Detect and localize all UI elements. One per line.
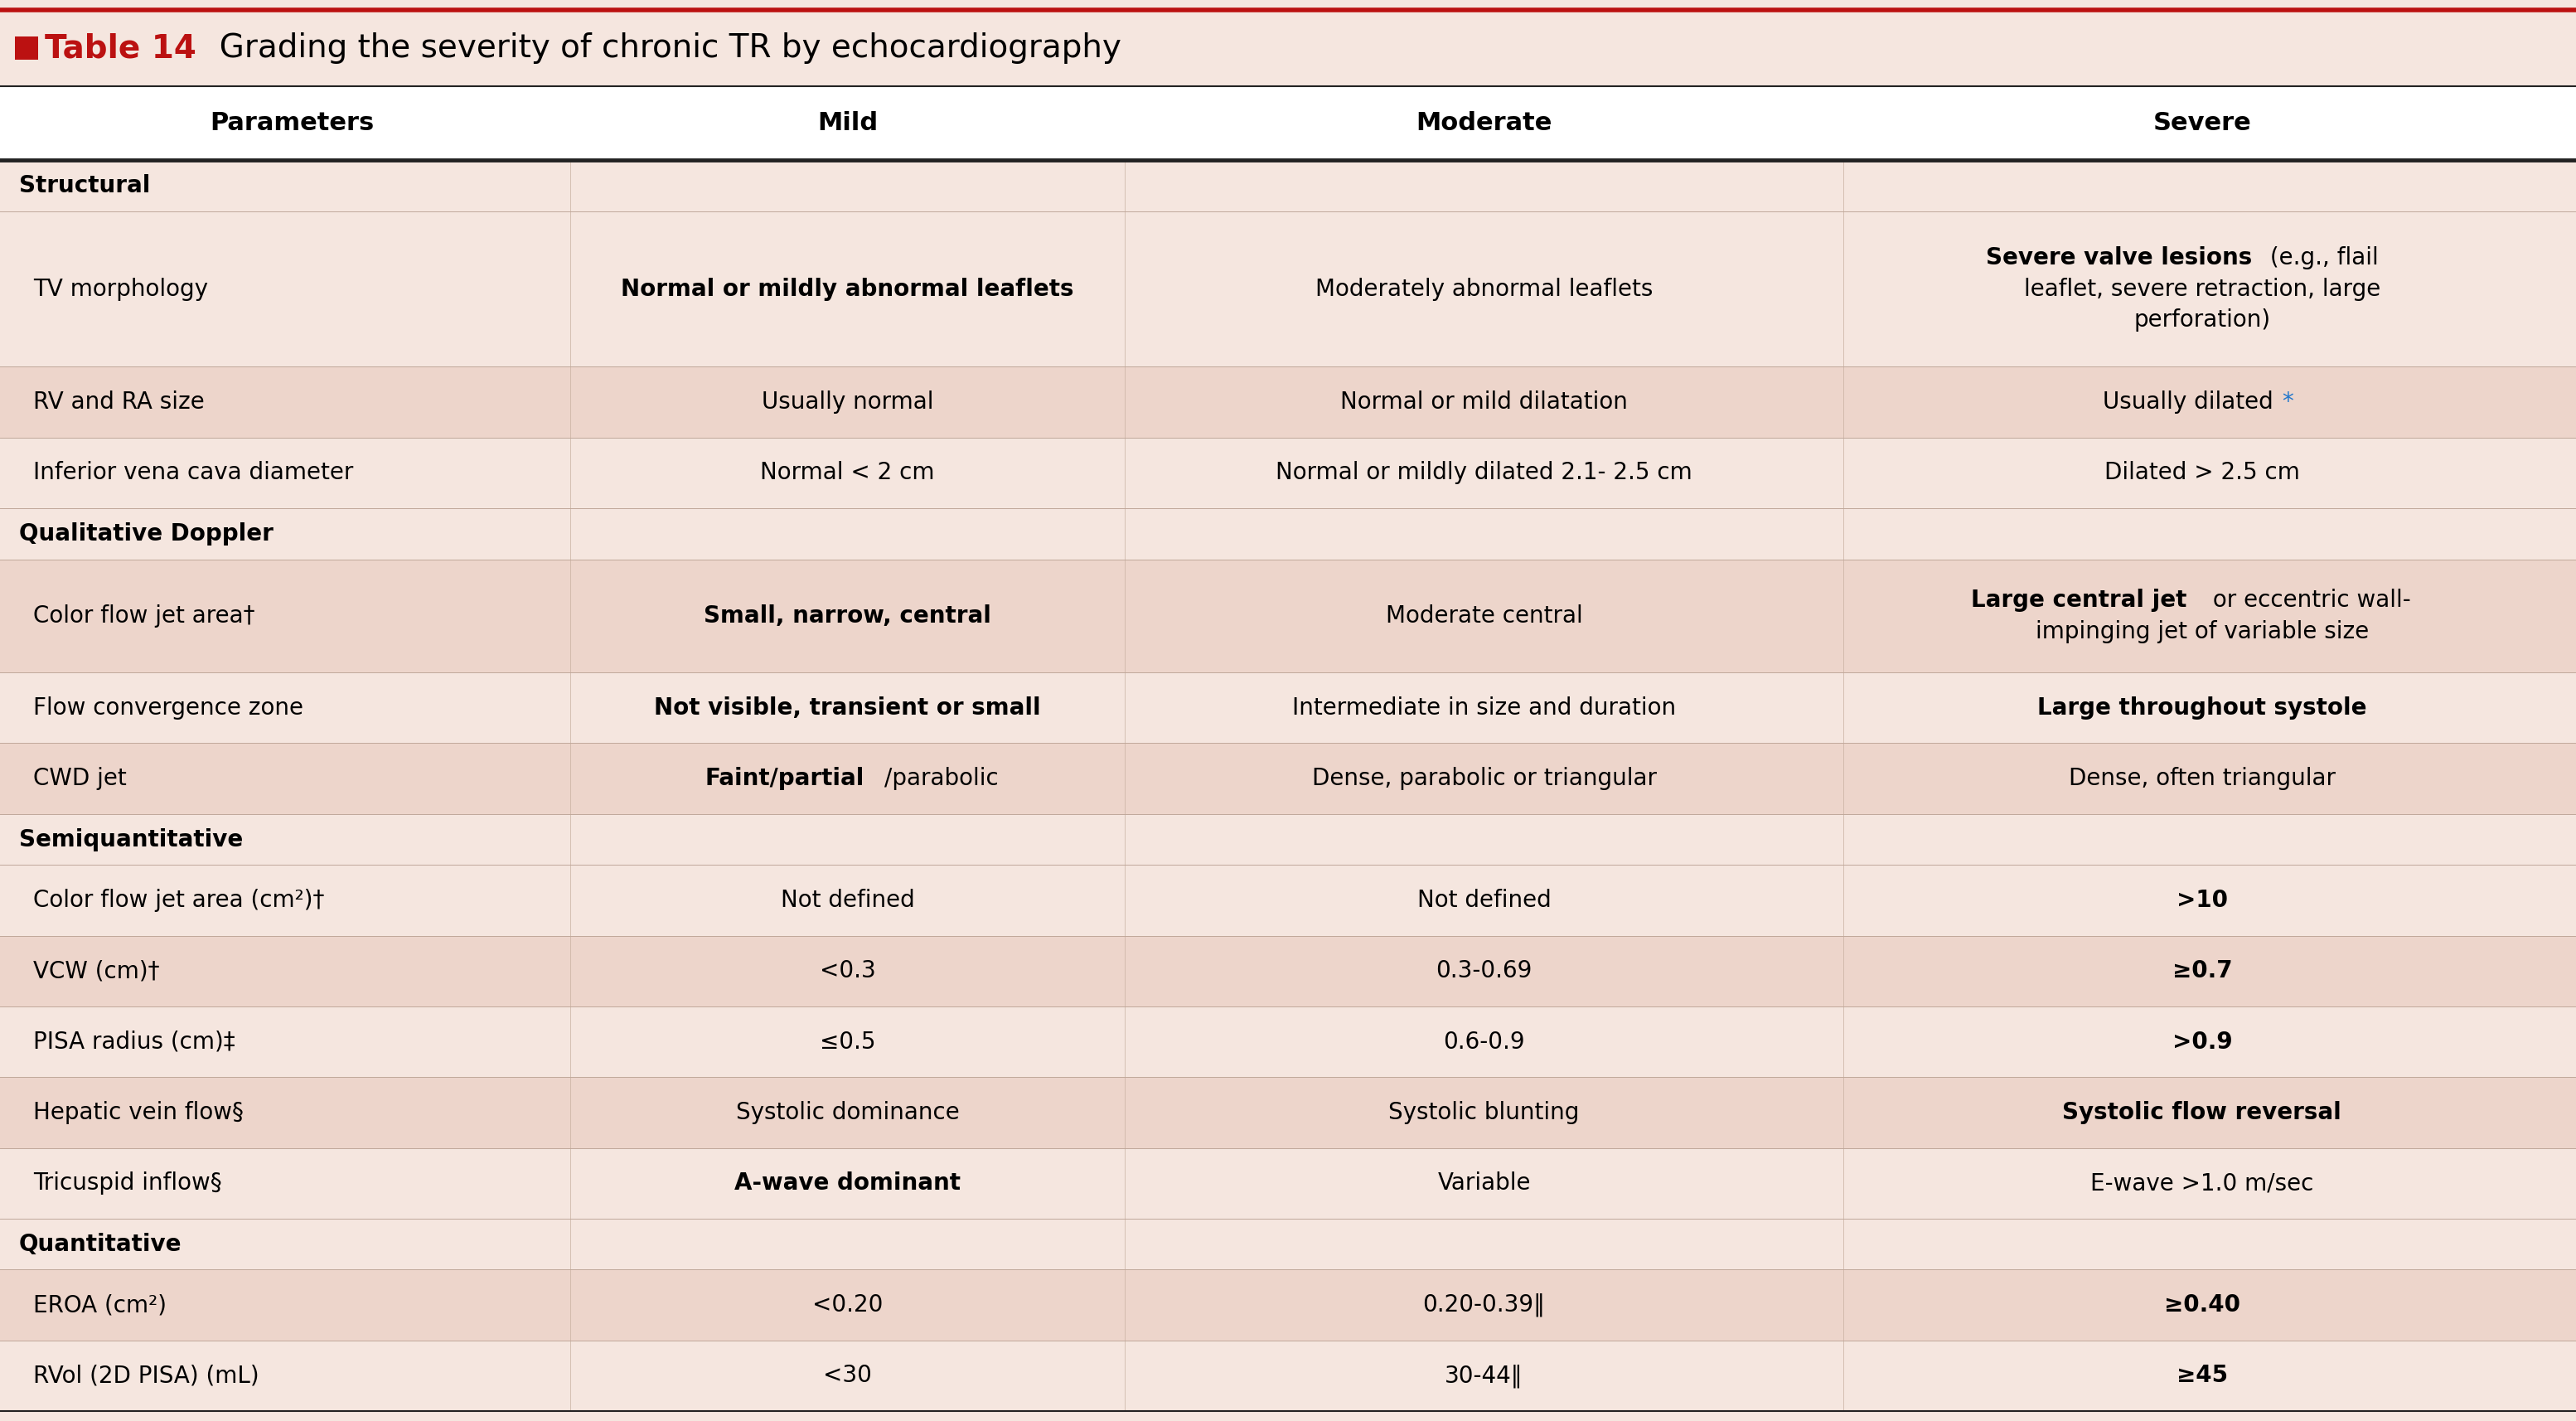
Text: *: * — [2282, 391, 2293, 414]
Text: 0.20-0.39‖: 0.20-0.39‖ — [1422, 1293, 1546, 1317]
Text: Dense, parabolic or triangular: Dense, parabolic or triangular — [1311, 767, 1656, 790]
Text: Grading the severity of chronic TR by echocardiography: Grading the severity of chronic TR by ec… — [198, 33, 1121, 64]
Text: Moderate: Moderate — [1417, 111, 1553, 135]
Bar — [0, 10, 2576, 87]
Text: /parabolic: /parabolic — [884, 767, 999, 790]
Text: TV morphology: TV morphology — [33, 277, 209, 301]
Text: leaflet, severe retraction, large: leaflet, severe retraction, large — [2025, 277, 2380, 301]
Text: Normal or mild dilatation: Normal or mild dilatation — [1340, 391, 1628, 414]
Text: RVol (2D PISA) (mL): RVol (2D PISA) (mL) — [33, 1364, 260, 1387]
Bar — [0, 212, 2576, 367]
Text: Color flow jet area†: Color flow jet area† — [33, 604, 255, 628]
Text: E-wave >1.0 m/sec: E-wave >1.0 m/sec — [2092, 1171, 2313, 1195]
Text: Quantitative: Quantitative — [18, 1232, 183, 1256]
Text: Moderate central: Moderate central — [1386, 604, 1582, 628]
Text: Severe: Severe — [2154, 111, 2251, 135]
Text: <0.3: <0.3 — [819, 959, 876, 983]
Text: ≥0.7: ≥0.7 — [2172, 959, 2233, 983]
Text: Usually dilated: Usually dilated — [2102, 391, 2272, 414]
Text: Systolic blunting: Systolic blunting — [1388, 1101, 1579, 1124]
Bar — [0, 935, 2576, 1006]
Bar — [0, 87, 2576, 161]
Bar — [0, 1148, 2576, 1219]
Text: (e.g., flail: (e.g., flail — [2262, 246, 2378, 270]
Text: Dense, often triangular: Dense, often triangular — [2069, 767, 2336, 790]
Text: Intermediate in size and duration: Intermediate in size and duration — [1293, 696, 1677, 719]
Text: Not visible, transient or small: Not visible, transient or small — [654, 696, 1041, 719]
Text: Moderately abnormal leaflets: Moderately abnormal leaflets — [1316, 277, 1654, 301]
Text: Structural: Structural — [18, 175, 149, 198]
Bar — [0, 560, 2576, 672]
Text: Inferior vena cava diameter: Inferior vena cava diameter — [33, 462, 353, 485]
Bar — [0, 1077, 2576, 1148]
Text: ≤0.5: ≤0.5 — [819, 1030, 876, 1053]
Bar — [0, 161, 2576, 212]
Text: Small, narrow, central: Small, narrow, central — [703, 604, 992, 628]
Bar — [0, 438, 2576, 509]
Bar — [0, 1219, 2576, 1269]
Text: ≥45: ≥45 — [2177, 1364, 2228, 1387]
Text: Not defined: Not defined — [781, 888, 914, 912]
Bar — [0, 509, 2576, 560]
Text: Hepatic vein flow§: Hepatic vein flow§ — [33, 1101, 245, 1124]
Bar — [0, 672, 2576, 743]
Text: Dilated > 2.5 cm: Dilated > 2.5 cm — [2105, 462, 2300, 485]
Text: 0.6-0.9: 0.6-0.9 — [1443, 1030, 1525, 1053]
Text: Large central jet: Large central jet — [1971, 588, 2187, 612]
Text: Systolic flow reversal: Systolic flow reversal — [2063, 1101, 2342, 1124]
Bar — [0, 865, 2576, 935]
Text: <0.20: <0.20 — [811, 1293, 884, 1317]
Text: 0.3-0.69: 0.3-0.69 — [1435, 959, 1533, 983]
Text: impinging jet of variable size: impinging jet of variable size — [2035, 620, 2370, 644]
Bar — [0, 1269, 2576, 1340]
Text: A-wave dominant: A-wave dominant — [734, 1171, 961, 1195]
Text: PISA radius (cm)‡: PISA radius (cm)‡ — [33, 1030, 234, 1053]
Text: CWD jet: CWD jet — [33, 767, 126, 790]
Text: Systolic dominance: Systolic dominance — [737, 1101, 958, 1124]
Text: Mild: Mild — [817, 111, 878, 135]
Text: Semiquantitative: Semiquantitative — [18, 828, 242, 851]
Bar — [0, 1006, 2576, 1077]
Text: Normal < 2 cm: Normal < 2 cm — [760, 462, 935, 485]
Text: ≥0.40: ≥0.40 — [2164, 1293, 2241, 1317]
Text: 30-44‖: 30-44‖ — [1445, 1364, 1522, 1387]
Text: perforation): perforation) — [2133, 308, 2269, 331]
Text: <30: <30 — [824, 1364, 871, 1387]
Text: VCW (cm)†: VCW (cm)† — [33, 959, 160, 983]
Text: or eccentric wall-: or eccentric wall- — [2205, 588, 2411, 612]
Text: Not defined: Not defined — [1417, 888, 1551, 912]
Bar — [0, 814, 2576, 865]
Bar — [0, 743, 2576, 814]
Text: Parameters: Parameters — [211, 111, 374, 135]
Text: Color flow jet area (cm²)†: Color flow jet area (cm²)† — [33, 888, 325, 912]
Text: Usually normal: Usually normal — [762, 391, 933, 414]
Text: EROA (cm²): EROA (cm²) — [33, 1293, 167, 1317]
Text: Large throughout systole: Large throughout systole — [2038, 696, 2367, 719]
Bar — [15, 37, 39, 60]
Bar — [0, 367, 2576, 438]
Text: Qualitative Doppler: Qualitative Doppler — [18, 522, 273, 546]
Text: Variable: Variable — [1437, 1171, 1530, 1195]
Text: RV and RA size: RV and RA size — [33, 391, 204, 414]
Text: Tricuspid inflow§: Tricuspid inflow§ — [33, 1171, 222, 1195]
Bar — [0, 1340, 2576, 1411]
Text: >0.9: >0.9 — [2172, 1030, 2233, 1053]
Text: Table 14: Table 14 — [44, 33, 196, 64]
Text: Normal or mildly abnormal leaflets: Normal or mildly abnormal leaflets — [621, 277, 1074, 301]
Text: >10: >10 — [2177, 888, 2228, 912]
Text: Flow convergence zone: Flow convergence zone — [33, 696, 304, 719]
Text: Normal or mildly dilated 2.1- 2.5 cm: Normal or mildly dilated 2.1- 2.5 cm — [1275, 462, 1692, 485]
Text: Severe valve lesions: Severe valve lesions — [1986, 246, 2251, 270]
Text: Faint/partial: Faint/partial — [706, 767, 863, 790]
